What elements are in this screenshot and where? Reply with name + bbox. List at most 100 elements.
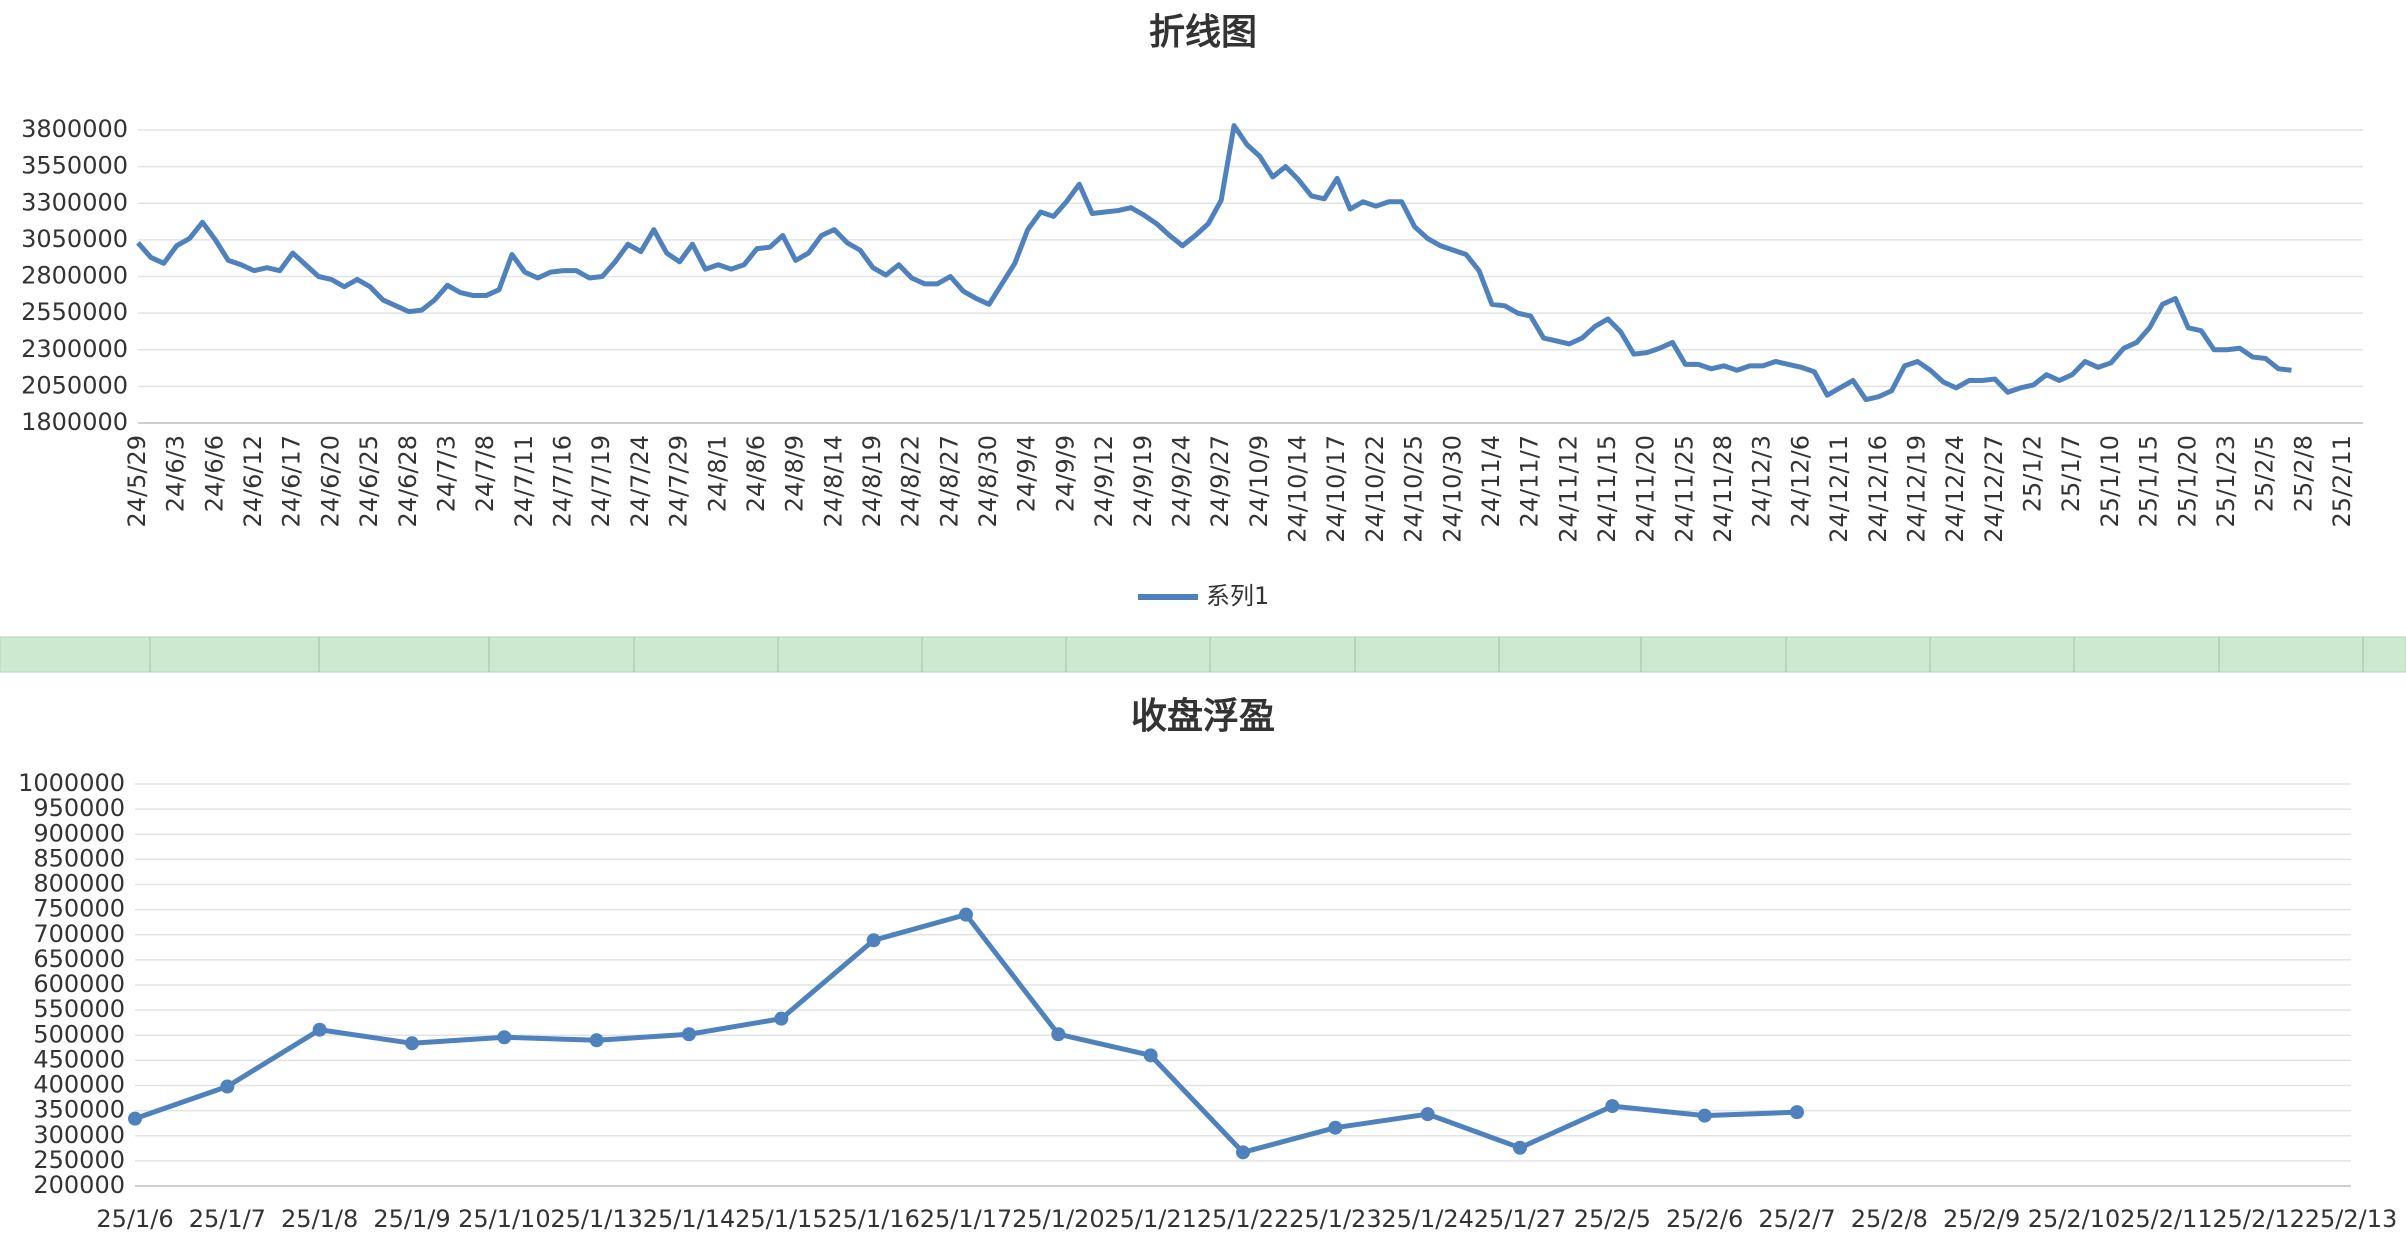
- y-tick-label: 250000: [33, 1146, 125, 1174]
- x-tick-label: 24/8/1: [703, 435, 731, 512]
- point-marker: [1420, 1107, 1435, 1122]
- x-tick-label: 25/1/2: [2019, 435, 2047, 512]
- y-tick-label: 650000: [33, 945, 125, 973]
- x-tick-label: 25/2/8: [2289, 435, 2317, 512]
- x-tick-label: 25/2/12: [2212, 1205, 2305, 1233]
- x-tick-label: 24/8/27: [935, 435, 963, 528]
- x-tick-label: 24/7/16: [549, 435, 577, 528]
- x-tick-label: 24/12/11: [1825, 435, 1853, 543]
- point-marker: [589, 1033, 604, 1048]
- x-tick-label: 24/8/30: [974, 435, 1002, 528]
- x-tick-label: 25/1/16: [827, 1205, 920, 1233]
- point-marker: [497, 1030, 512, 1045]
- y-tick-label: 400000: [33, 1071, 125, 1099]
- x-tick-label: 25/2/9: [1943, 1205, 2020, 1233]
- point-marker: [1328, 1120, 1343, 1135]
- x-tick-label: 25/1/10: [2096, 435, 2124, 528]
- point-marker: [1697, 1108, 1712, 1123]
- legend-label: 系列1: [1206, 582, 1269, 610]
- x-tick-label: 25/2/11: [2328, 435, 2356, 528]
- x-tick-label: 24/9/27: [1206, 435, 1234, 528]
- x-tick-label: 25/2/13: [2305, 1205, 2398, 1233]
- y-tick-label: 450000: [33, 1045, 125, 1073]
- x-tick-label: 25/1/14: [643, 1205, 736, 1233]
- x-tick-label: 25/1/15: [735, 1205, 828, 1233]
- x-tick-label: 25/1/8: [281, 1205, 358, 1233]
- y-tick-label: 300000: [33, 1121, 125, 1149]
- point-marker: [128, 1111, 142, 1126]
- x-tick-label: 24/7/29: [665, 435, 693, 528]
- point-marker: [774, 1011, 789, 1026]
- y-tick-label: 2550000: [21, 298, 128, 326]
- series-line: [134, 912, 1798, 1155]
- x-tick-label: 24/8/9: [781, 435, 809, 512]
- point-marker: [220, 1079, 235, 1094]
- x-tick-label: 25/1/7: [2057, 435, 2085, 512]
- x-tick-label: 24/8/22: [897, 435, 925, 528]
- y-tick-label: 2050000: [21, 371, 128, 399]
- point-marker: [682, 1027, 696, 1042]
- y-tick-label: 600000: [33, 970, 125, 998]
- x-tick-label: 25/1/7: [189, 1205, 266, 1233]
- x-tick-label: 24/6/28: [394, 435, 422, 528]
- x-tick-label: 25/2/8: [1851, 1205, 1928, 1233]
- y-tick-label: 1000000: [18, 769, 125, 797]
- y-tick-label: 800000: [33, 870, 125, 898]
- x-tick-label: 25/1/20: [1012, 1205, 1105, 1233]
- x-tick-label: 24/10/30: [1438, 435, 1466, 543]
- x-tick-label: 24/7/19: [587, 435, 615, 528]
- x-tick-label: 25/1/20: [2173, 435, 2201, 528]
- x-tick-label: 24/9/4: [1013, 435, 1041, 512]
- x-tick-label: 25/1/6: [96, 1205, 173, 1233]
- x-tick-label: 24/12/16: [1864, 435, 1892, 543]
- x-tick-label: 24/6/6: [200, 435, 228, 512]
- x-tick-label: 25/1/24: [1381, 1205, 1474, 1233]
- x-tick-label: 25/1/22: [1197, 1205, 1290, 1233]
- y-tick-label: 550000: [33, 995, 125, 1023]
- x-tick-label: 24/9/19: [1129, 435, 1157, 528]
- point-marker: [866, 933, 881, 948]
- x-tick-label: 25/2/5: [1574, 1205, 1651, 1233]
- x-tick-label: 24/6/3: [162, 435, 190, 512]
- point-marker: [1051, 1027, 1066, 1042]
- x-tick-label: 25/1/17: [920, 1205, 1013, 1233]
- point-marker: [1236, 1145, 1250, 1160]
- x-tick-label: 24/7/24: [626, 435, 654, 528]
- y-tick-label: 3550000: [21, 152, 128, 180]
- x-tick-label: 24/11/7: [1516, 435, 1544, 528]
- x-tick-label: 24/11/25: [1670, 435, 1698, 543]
- x-tick-label: 24/11/4: [1477, 435, 1505, 528]
- x-tick-label: 24/6/25: [355, 435, 383, 528]
- x-tick-label: 24/11/20: [1632, 435, 1660, 543]
- y-tick-label: 350000: [33, 1096, 125, 1124]
- x-tick-label: 24/9/24: [1167, 435, 1195, 528]
- x-tick-label: 24/10/9: [1245, 435, 1273, 528]
- x-tick-label: 24/9/9: [1051, 435, 1079, 512]
- y-tick-label: 500000: [33, 1020, 125, 1048]
- x-tick-label: 24/8/6: [742, 435, 770, 512]
- row-band: [0, 636, 2406, 673]
- x-tick-label: 24/12/19: [1902, 435, 1930, 543]
- x-tick-label: 25/2/11: [2120, 1205, 2213, 1233]
- x-tick-label: 24/7/3: [432, 435, 460, 512]
- x-tick-label: 24/10/25: [1400, 435, 1428, 543]
- y-tick-label: 950000: [33, 794, 125, 822]
- x-tick-label: 24/8/19: [858, 435, 886, 528]
- x-tick-label: 24/10/17: [1322, 435, 1350, 543]
- x-tick-label: 25/1/27: [1474, 1205, 1567, 1233]
- y-tick-label: 2800000: [21, 262, 128, 290]
- y-tick-label: 850000: [33, 844, 125, 872]
- chart-title: 折线图: [1149, 12, 1257, 53]
- y-tick-label: 700000: [33, 920, 125, 948]
- x-tick-label: 25/1/23: [2212, 435, 2240, 528]
- x-tick-label: 24/10/14: [1284, 435, 1312, 543]
- point-marker: [1513, 1140, 1527, 1155]
- point-marker: [959, 907, 973, 922]
- point-marker: [1605, 1099, 1620, 1114]
- y-tick-label: 900000: [33, 819, 125, 847]
- x-tick-label: 24/11/28: [1709, 435, 1737, 543]
- x-tick-label: 25/1/9: [373, 1205, 450, 1233]
- x-tick-label: 24/7/11: [510, 435, 538, 528]
- x-tick-label: 25/1/21: [1104, 1205, 1197, 1233]
- point-marker: [1790, 1105, 1804, 1120]
